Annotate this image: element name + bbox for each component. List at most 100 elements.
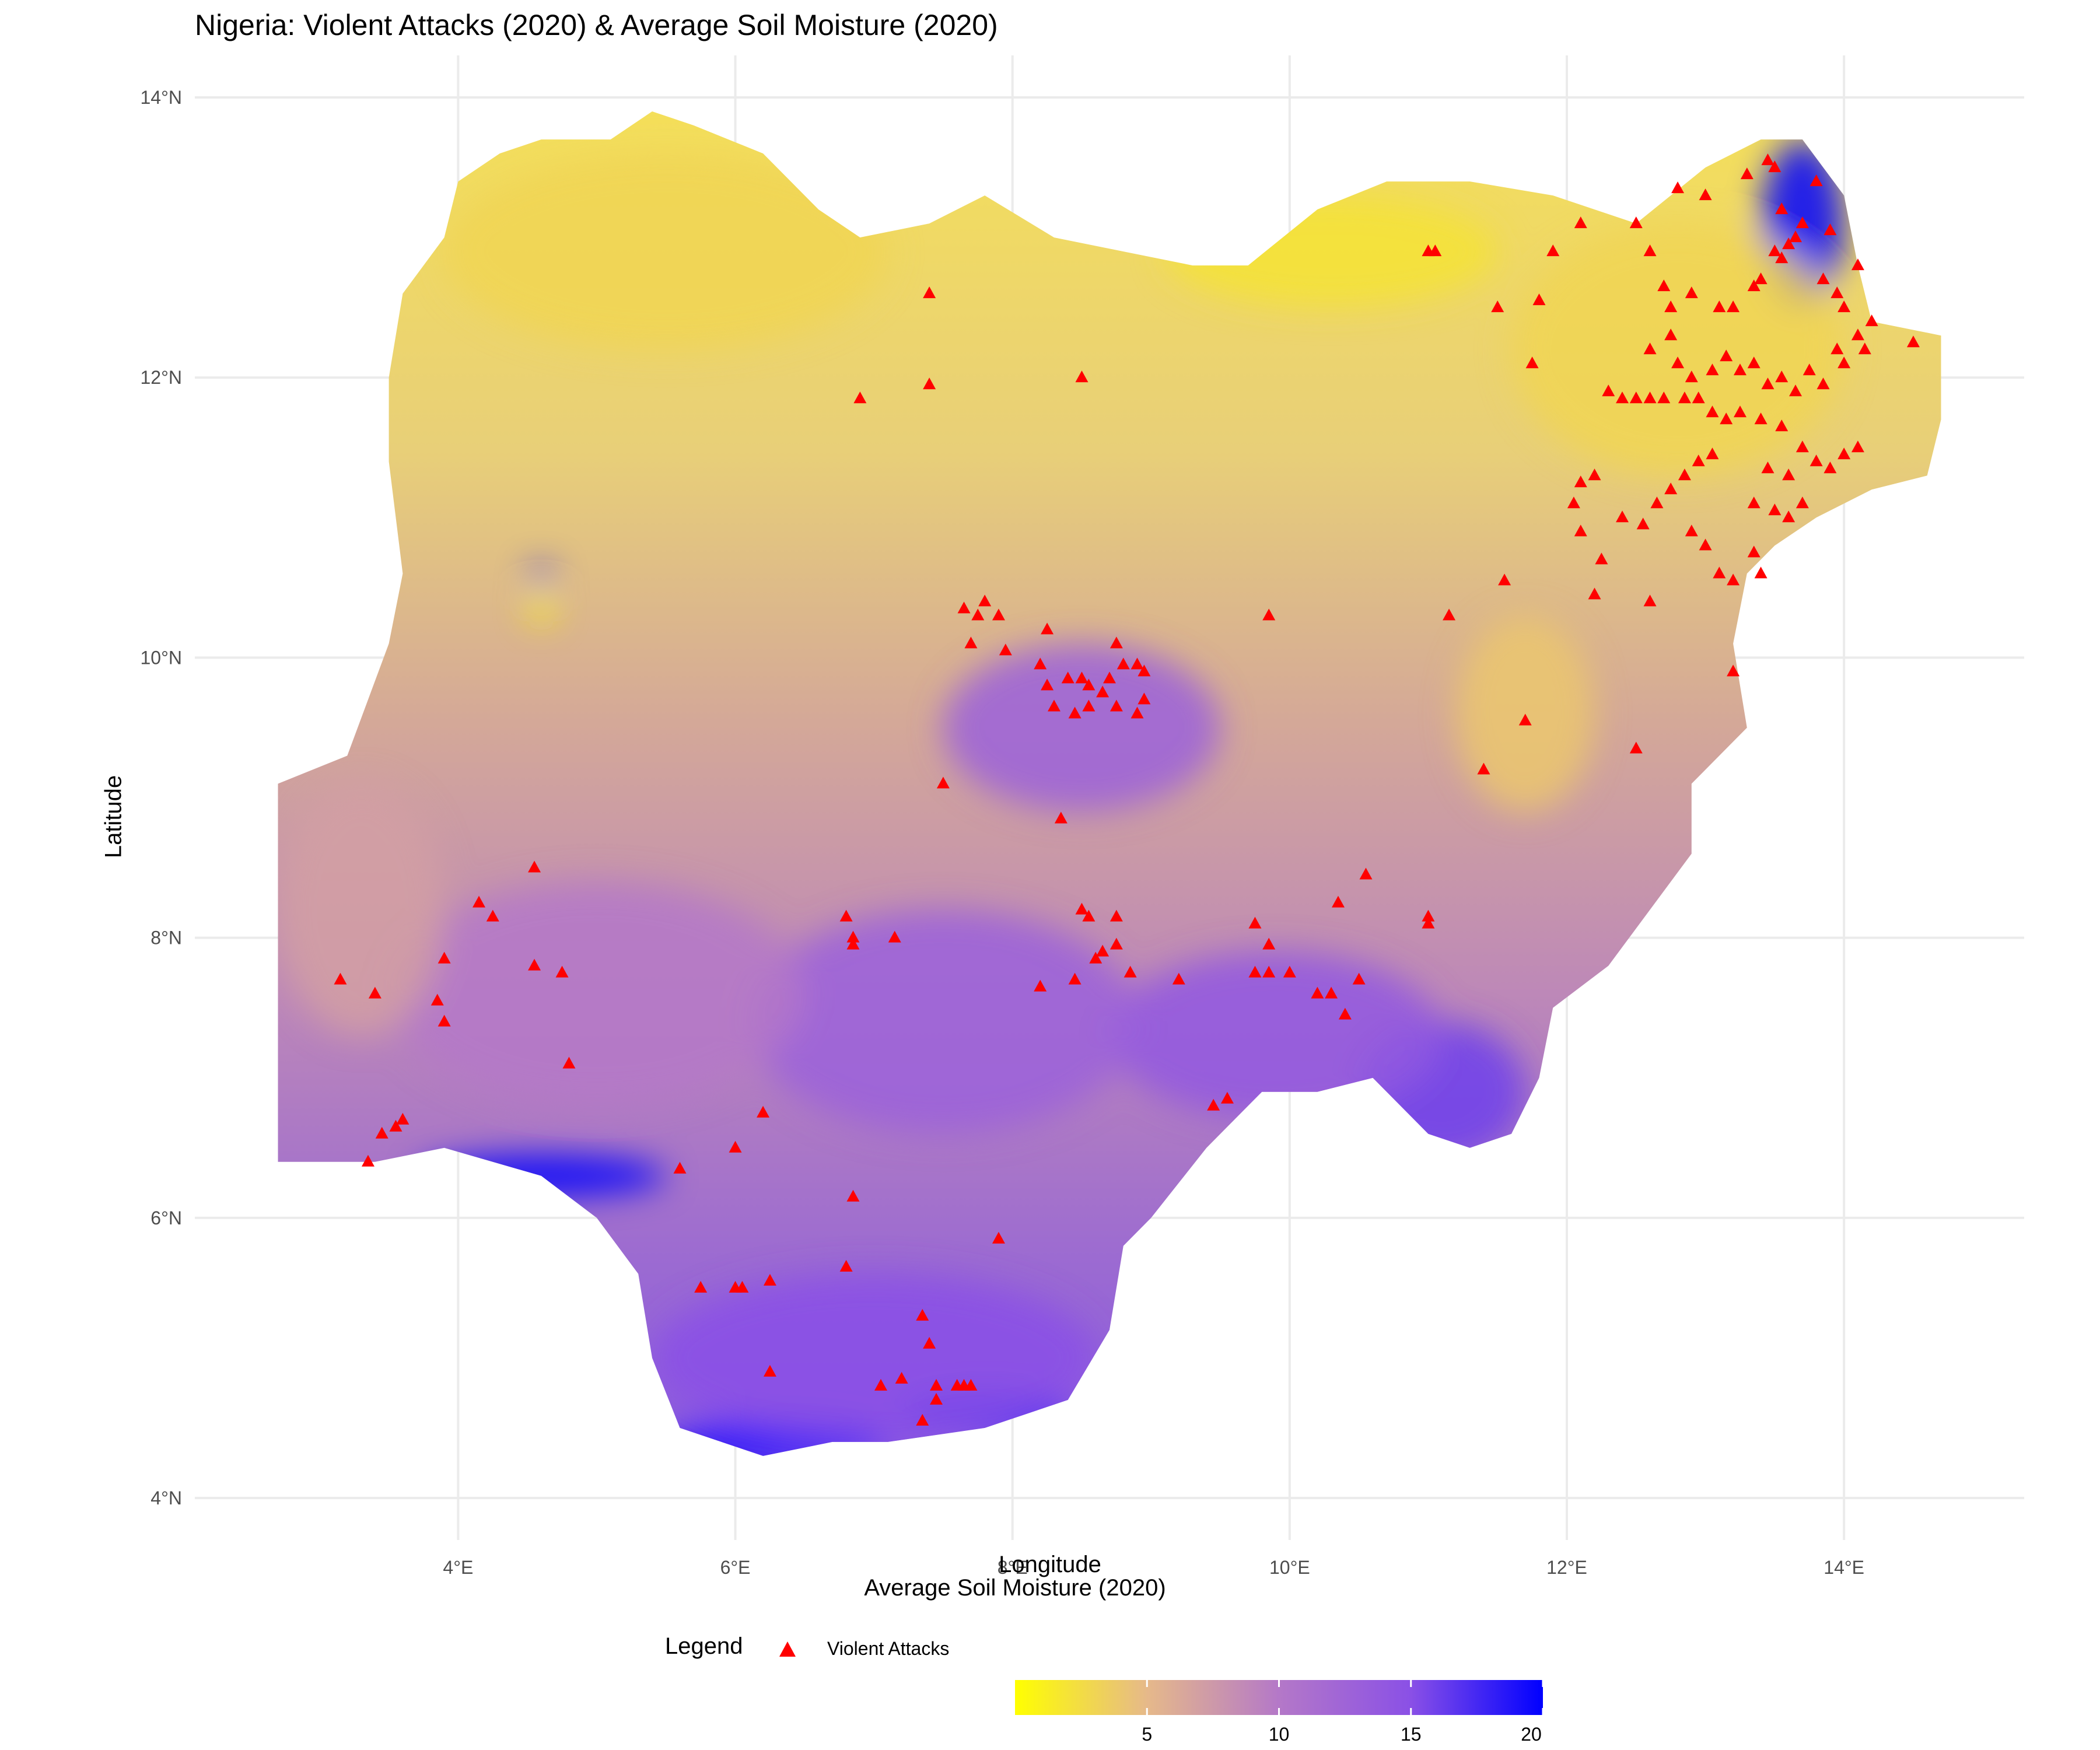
attack-marker xyxy=(1817,272,1830,285)
attack-marker xyxy=(1782,237,1796,250)
attack-marker xyxy=(1796,496,1809,509)
attack-marker xyxy=(1692,391,1705,404)
attack-marker xyxy=(1706,363,1719,376)
attack-marker xyxy=(1491,300,1504,313)
attack-marker xyxy=(1789,384,1802,397)
attack-marker xyxy=(1525,356,1539,369)
attack-marker xyxy=(1650,496,1664,509)
attack-marker xyxy=(1595,552,1608,565)
attack-marker xyxy=(1089,951,1102,964)
attack-marker xyxy=(1034,979,1047,992)
attack-marker xyxy=(763,1364,776,1377)
attack-marker xyxy=(1865,314,1878,327)
attack-marker xyxy=(555,965,569,978)
attack-marker xyxy=(1172,972,1185,985)
attack-marker xyxy=(438,951,451,964)
legend-attack-marker xyxy=(779,1642,796,1657)
nigeria-landmass xyxy=(278,111,1941,1456)
x-tick-label: 12°E xyxy=(1546,1557,1587,1578)
attack-marker xyxy=(1671,356,1685,369)
attack-marker xyxy=(1838,356,1851,369)
attack-marker xyxy=(874,1378,887,1391)
attack-marker xyxy=(1116,657,1130,670)
attack-marker xyxy=(1047,699,1060,712)
attack-marker xyxy=(736,1280,749,1293)
attack-marker xyxy=(1422,916,1435,929)
attack-marker xyxy=(1248,916,1262,929)
soil-moisture-cell xyxy=(1165,195,1498,308)
attack-marker xyxy=(1110,937,1123,950)
attack-marker xyxy=(1262,937,1276,950)
attack-marker xyxy=(1443,608,1456,621)
attack-marker xyxy=(999,643,1012,656)
attack-marker xyxy=(1629,216,1643,229)
triangle-icon xyxy=(779,1642,796,1657)
attack-marker xyxy=(930,1392,943,1405)
attack-marker xyxy=(1733,405,1746,418)
attack-marker xyxy=(1325,986,1338,999)
attack-marker xyxy=(1283,965,1296,978)
attack-marker xyxy=(1747,279,1760,292)
attack-marker xyxy=(1775,370,1788,383)
attack-marker xyxy=(1678,468,1691,481)
soil-moisture-cell xyxy=(444,153,888,350)
soil-moisture-cell xyxy=(416,1154,666,1197)
attack-marker xyxy=(1643,594,1657,607)
attack-marker xyxy=(1602,384,1615,397)
attack-marker xyxy=(1138,664,1151,677)
attack-marker xyxy=(1061,671,1074,684)
attack-marker xyxy=(1498,573,1511,586)
x-axis-title: Longitude xyxy=(999,1552,1101,1577)
y-tick-label: 6°N xyxy=(150,1208,182,1228)
attack-marker xyxy=(1720,412,1733,425)
attack-marker xyxy=(1831,286,1844,299)
soil-moisture-cell xyxy=(1455,615,1595,812)
attack-marker xyxy=(1678,391,1691,404)
y-tick-label: 14°N xyxy=(141,87,183,108)
attack-marker xyxy=(1629,391,1643,404)
soil-moisture-cell xyxy=(1109,951,1443,1120)
attack-marker xyxy=(957,601,971,614)
attack-marker xyxy=(1713,300,1726,313)
attack-marker xyxy=(1775,251,1788,264)
attack-marker xyxy=(1706,447,1719,460)
attack-marker xyxy=(389,1119,402,1132)
x-tick-label: 14°E xyxy=(1824,1557,1864,1578)
attack-marker xyxy=(1338,1007,1352,1020)
attack-marker xyxy=(1699,538,1712,551)
attack-marker xyxy=(1643,342,1657,355)
attack-marker xyxy=(1616,391,1629,404)
attack-marker xyxy=(1803,363,1816,376)
attack-marker xyxy=(1574,524,1587,537)
attack-marker xyxy=(1775,419,1788,432)
colorbar-tick-label: 10 xyxy=(1269,1724,1290,1745)
attack-marker xyxy=(1817,377,1830,390)
attack-marker xyxy=(1838,447,1851,460)
attack-marker xyxy=(1130,657,1144,670)
attack-marker xyxy=(1699,188,1712,201)
attack-marker xyxy=(1657,279,1671,292)
attack-marker xyxy=(1110,699,1123,712)
colorbar-tick-label: 15 xyxy=(1401,1724,1422,1745)
attack-marker xyxy=(1567,496,1580,509)
attack-marker xyxy=(1740,167,1754,180)
attack-marker xyxy=(1616,510,1629,523)
attack-marker xyxy=(1574,216,1587,229)
attack-marker xyxy=(1692,454,1705,467)
attack-marker xyxy=(1747,356,1760,369)
attack-marker xyxy=(1311,986,1324,999)
y-axis-title: Latitude xyxy=(100,775,127,859)
attack-marker xyxy=(430,993,444,1006)
attack-marker xyxy=(1733,363,1746,376)
soil-moisture-layer xyxy=(278,111,1941,1456)
attack-marker xyxy=(1532,293,1546,306)
attack-marker xyxy=(1858,342,1871,355)
attack-marker xyxy=(1796,216,1809,229)
attack-marker xyxy=(763,1273,776,1286)
attack-marker xyxy=(1110,909,1123,922)
attack-marker xyxy=(1075,370,1088,383)
attack-marker xyxy=(1248,965,1262,978)
colorbar-tick-label: 5 xyxy=(1142,1724,1152,1745)
attack-marker xyxy=(1768,160,1782,173)
attack-marker xyxy=(375,1126,388,1139)
